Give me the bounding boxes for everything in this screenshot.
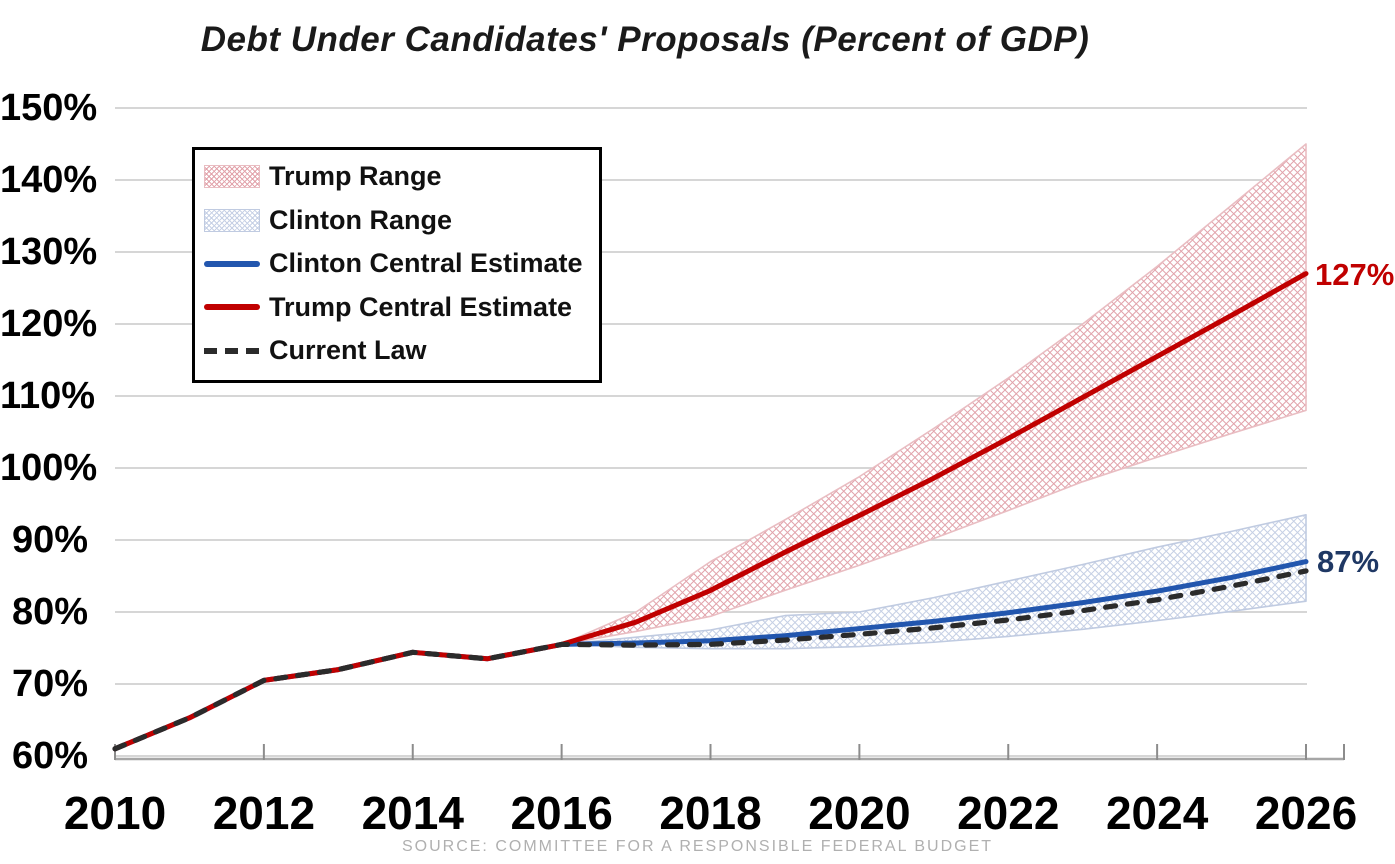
legend-item: Trump Range <box>204 155 583 199</box>
y-tick-label: 100% <box>0 447 98 489</box>
y-tick-label: 70% <box>11 663 88 705</box>
clinton-range-band <box>560 514 1307 650</box>
x-tick-label: 2020 <box>808 787 911 839</box>
current-law-line <box>112 568 1309 752</box>
x-axis <box>114 744 1345 761</box>
legend-box: Trump Range Clinton Range Clinton Central … <box>192 147 602 383</box>
y-tick-label: 110% <box>0 375 96 417</box>
y-tick-label: 130% <box>0 231 98 273</box>
legend-swatch-hatch-blue <box>204 208 260 232</box>
series-layer <box>112 143 1309 752</box>
chart-title: Debt Under Candidates' Proposals (Percen… <box>200 20 1090 59</box>
trump-central-estimate-line <box>112 271 1309 752</box>
legend-item-label: Trump Range <box>269 161 442 192</box>
clinton-end-value-label: 87% <box>1317 543 1380 579</box>
legend-item: Clinton Range <box>204 199 583 243</box>
source-note: SOURCE: COMMITTEE FOR A RESPONSIBLE FEDE… <box>401 838 994 855</box>
x-tick-label: 2016 <box>510 787 613 839</box>
legend-swatch-hatch-red <box>204 165 260 189</box>
x-tick-label: 2012 <box>212 787 316 839</box>
x-tick-label: 2024 <box>1105 787 1209 839</box>
legend-item: Trump Central Estimate <box>204 286 583 330</box>
legend-swatch-line-red <box>204 304 260 311</box>
legend-item-label: Clinton Central Estimate <box>269 248 583 279</box>
x-tick-label: 2010 <box>63 787 167 839</box>
x-tick-label: 2018 <box>659 787 762 839</box>
legend-item: Clinton Central Estimate <box>204 242 583 286</box>
x-tick-label: 2022 <box>957 787 1060 839</box>
legend-item-label: Trump Central Estimate <box>269 291 573 322</box>
y-tick-label: 90% <box>11 519 88 561</box>
legend-swatch-dash-dark <box>204 347 260 354</box>
x-tick-label: 2014 <box>361 787 464 839</box>
y-tick-label: 120% <box>0 303 98 345</box>
x-tick-label: 2026 <box>1254 787 1358 839</box>
legend-item-label: Current Law <box>269 335 427 366</box>
y-tick-label: 60% <box>11 735 88 777</box>
legend-item: Current Law <box>204 329 583 373</box>
y-tick-label: 80% <box>11 591 88 633</box>
legend-item-label: Clinton Range <box>269 204 452 235</box>
trump-end-value-label: 127% <box>1315 256 1395 292</box>
trump-range-band <box>560 143 1307 646</box>
legend-swatch-line-blue <box>204 260 260 267</box>
y-tick-label: 150% <box>0 87 98 129</box>
y-tick-label: 140% <box>0 159 98 201</box>
